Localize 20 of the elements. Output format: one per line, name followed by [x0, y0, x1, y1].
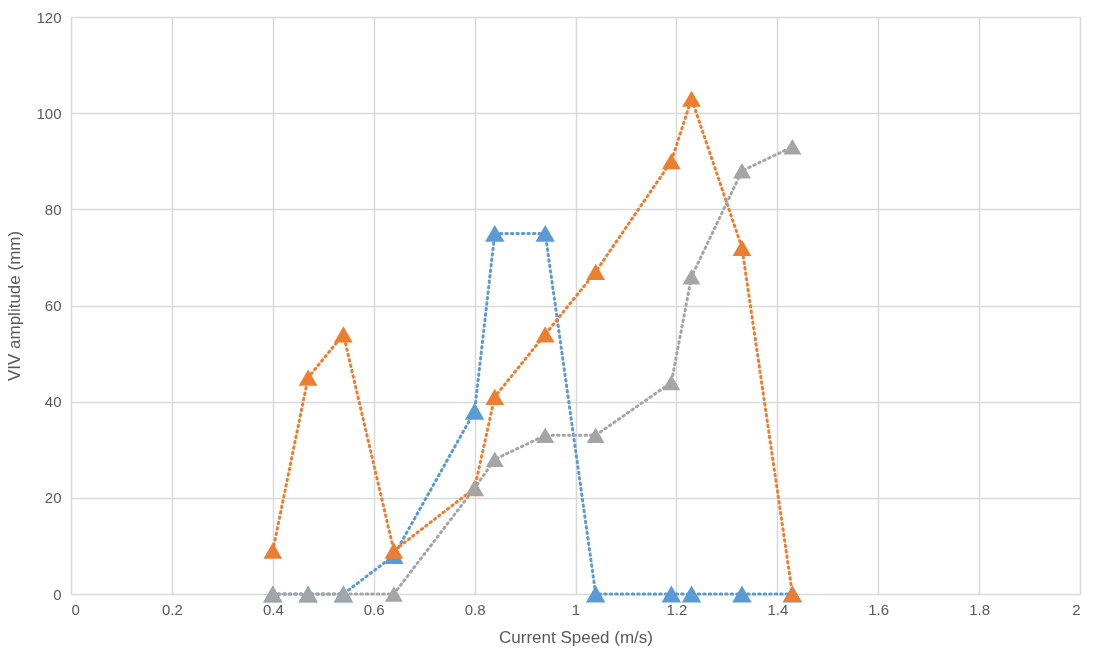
x-axis-title: Current Speed (m/s): [499, 627, 653, 647]
y-tick-label: 0: [53, 585, 62, 603]
x-tick-label: 0: [71, 600, 80, 618]
y-tick-label: 40: [44, 393, 62, 411]
x-tick-label: 1.2: [666, 600, 688, 618]
y-axis-title: VIV amplitude (mm): [5, 230, 25, 382]
x-tick-label: 0.8: [464, 600, 486, 618]
y-tick-label: 60: [44, 297, 62, 314]
x-tick-label: 1.4: [767, 600, 789, 618]
x-tick-label: 0.2: [161, 600, 183, 618]
y-tick-label: 80: [44, 200, 62, 218]
y-tick-label: 100: [36, 104, 62, 122]
x-tick-label: 2: [1072, 600, 1081, 618]
x-tick-label: 0.6: [363, 600, 385, 618]
x-tick-label: 0.4: [262, 600, 284, 618]
x-tick-label: 1: [571, 600, 581, 618]
y-tick-label: 20: [44, 489, 62, 507]
x-tick-label: 1.8: [969, 600, 991, 618]
y-tick-label: 120: [36, 8, 62, 26]
x-tick-label: 1.6: [868, 600, 890, 618]
